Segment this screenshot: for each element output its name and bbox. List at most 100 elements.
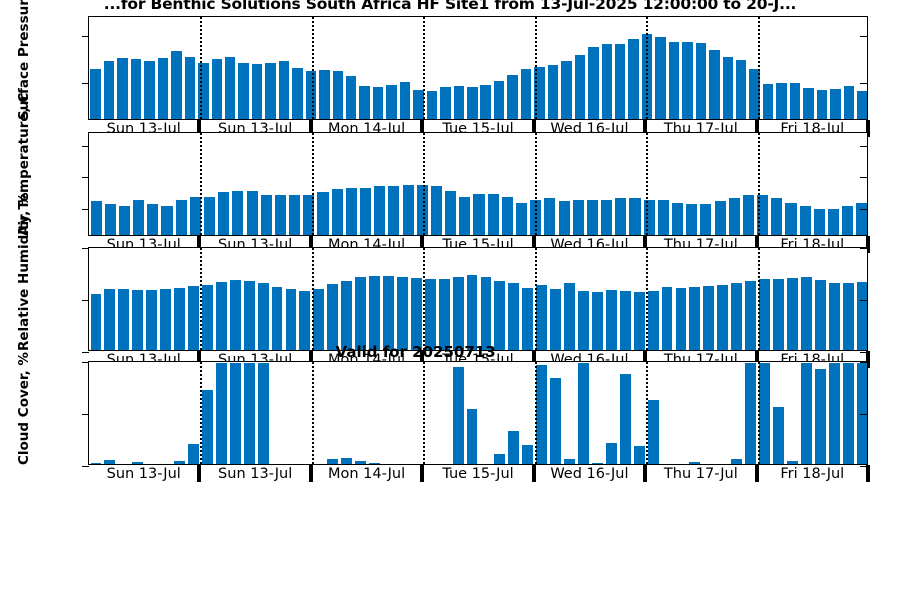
panel-cloud-cover bbox=[82, 361, 868, 467]
y-axis-tick bbox=[82, 83, 89, 85]
bar bbox=[828, 209, 840, 235]
bar bbox=[647, 400, 659, 464]
bar bbox=[189, 196, 201, 235]
bar bbox=[345, 76, 357, 119]
y-axis-title-cloud-cover: Cloud Cover, % bbox=[16, 352, 32, 465]
bar bbox=[473, 193, 485, 235]
plot-area-relative-humidity bbox=[89, 248, 867, 350]
bar bbox=[171, 51, 182, 119]
bar bbox=[800, 363, 812, 464]
x-axis-major-tick bbox=[308, 465, 313, 482]
bar bbox=[588, 46, 599, 119]
bar bbox=[773, 407, 784, 464]
bar bbox=[856, 202, 867, 235]
x-axis-day-label: Fri 18-Jul bbox=[780, 466, 845, 482]
bar bbox=[251, 64, 263, 119]
bar bbox=[731, 283, 743, 350]
bar bbox=[359, 85, 370, 119]
bar bbox=[303, 195, 315, 235]
bar-series-surface-pressure bbox=[89, 17, 867, 119]
bar bbox=[857, 91, 867, 119]
bar bbox=[814, 280, 826, 350]
day-separator-line bbox=[534, 248, 537, 350]
bar bbox=[722, 56, 734, 119]
y-axis-labels-surface-pressure: 10201030 bbox=[0, 16, 88, 120]
bar bbox=[174, 288, 185, 350]
day-separator-line bbox=[757, 17, 760, 119]
bar bbox=[305, 71, 317, 119]
bar bbox=[803, 87, 814, 119]
bar bbox=[104, 289, 116, 350]
bar bbox=[591, 292, 603, 350]
bar bbox=[90, 201, 102, 235]
bar bbox=[762, 84, 774, 119]
bar bbox=[561, 61, 572, 119]
y-axis-labels-air-temperature: 161820 bbox=[0, 132, 88, 236]
bar bbox=[536, 365, 548, 464]
x-axis-major-tick bbox=[420, 465, 425, 482]
y-axis-tick-right bbox=[860, 352, 867, 353]
x-axis-day-label: Tue 15-Jul bbox=[442, 466, 514, 482]
bar bbox=[786, 278, 798, 350]
bar bbox=[299, 291, 311, 350]
bar bbox=[289, 195, 301, 235]
bar bbox=[493, 80, 505, 119]
valid-for-annotation: Valid for 20250713 bbox=[335, 343, 496, 361]
bar bbox=[388, 186, 400, 235]
bar bbox=[188, 443, 199, 464]
bar bbox=[578, 291, 589, 350]
bar bbox=[369, 276, 380, 350]
bar bbox=[785, 202, 797, 235]
bar bbox=[466, 409, 478, 464]
bar bbox=[445, 190, 457, 235]
bar bbox=[619, 374, 631, 464]
bar bbox=[773, 279, 784, 350]
x-axis-major-tick bbox=[643, 465, 648, 482]
bar bbox=[494, 281, 506, 350]
bar bbox=[591, 463, 603, 464]
y-axis-tick bbox=[82, 466, 89, 467]
bar bbox=[800, 277, 812, 350]
bar bbox=[438, 279, 450, 350]
bar bbox=[508, 430, 520, 464]
day-separator-line bbox=[200, 133, 203, 235]
x-axis-major-tick bbox=[197, 465, 202, 482]
x-axis-major-tick bbox=[531, 465, 536, 482]
bar bbox=[360, 187, 372, 235]
y-axis-tick-right bbox=[860, 208, 867, 210]
bar bbox=[265, 63, 276, 119]
bar bbox=[661, 287, 673, 350]
bar bbox=[257, 283, 269, 350]
bar bbox=[534, 67, 545, 119]
bar bbox=[229, 363, 241, 464]
bar bbox=[605, 290, 617, 350]
bar bbox=[184, 57, 196, 119]
bar bbox=[657, 199, 669, 235]
day-separator-line bbox=[311, 17, 314, 119]
bar bbox=[386, 85, 397, 119]
bar bbox=[452, 367, 464, 464]
bar bbox=[749, 69, 760, 119]
bar-series-cloud-cover bbox=[89, 362, 867, 464]
y-axis-tick bbox=[82, 208, 89, 210]
day-separator-line bbox=[534, 17, 537, 119]
bar bbox=[271, 287, 283, 350]
bar bbox=[717, 285, 729, 350]
day-separator-line bbox=[757, 248, 760, 350]
bar bbox=[633, 445, 645, 464]
bar bbox=[856, 282, 867, 350]
bar bbox=[355, 277, 367, 350]
bar bbox=[104, 204, 116, 235]
bar bbox=[745, 281, 757, 350]
day-separator-line bbox=[534, 362, 537, 464]
bar bbox=[232, 190, 244, 235]
bar bbox=[647, 291, 659, 350]
y-axis-tick-right bbox=[860, 466, 867, 467]
bar bbox=[786, 460, 798, 464]
bar bbox=[198, 63, 209, 119]
bar bbox=[274, 195, 286, 235]
plot-area-air-temperature bbox=[89, 133, 867, 235]
day-separator-line bbox=[423, 17, 426, 119]
bar bbox=[668, 42, 680, 119]
day-separator-line bbox=[534, 133, 537, 235]
